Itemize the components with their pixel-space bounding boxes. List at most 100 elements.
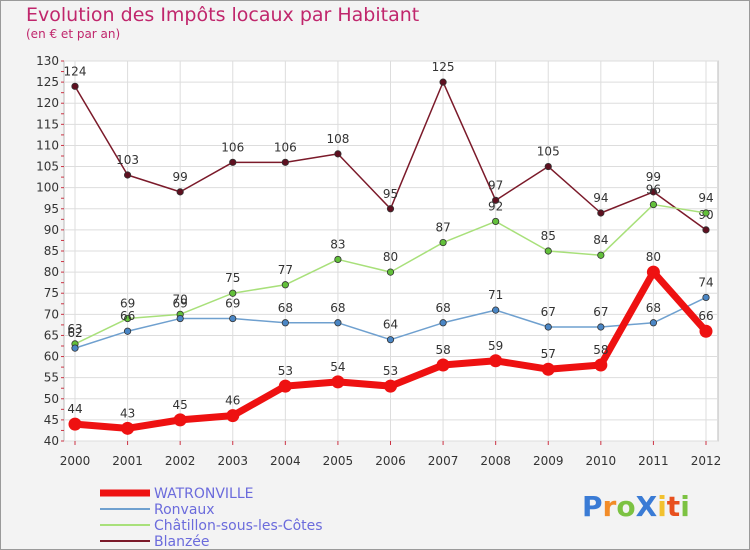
- x-tick-label: 2010: [586, 454, 617, 468]
- y-tick-label: 60: [44, 350, 59, 364]
- data-label: 53: [383, 364, 398, 378]
- data-point: [702, 293, 710, 302]
- y-tick-label: 55: [44, 371, 59, 385]
- data-label: 99: [646, 170, 661, 184]
- data-point: [544, 247, 552, 255]
- data-label: 62: [67, 326, 82, 340]
- x-tick-label: 2009: [533, 454, 564, 468]
- data-label: 44: [67, 402, 82, 416]
- data-point: [334, 319, 342, 327]
- y-tick-label: 75: [44, 286, 59, 300]
- data-label: 125: [432, 60, 455, 74]
- legend: WATRONVILLERonvauxChâtillon-sous-les-Côt…: [100, 486, 323, 550]
- data-point: [173, 413, 187, 427]
- data-label: 96: [646, 183, 661, 197]
- data-label: 64: [383, 318, 398, 332]
- data-label: 108: [326, 132, 349, 146]
- data-point: [176, 188, 184, 196]
- data-point: [541, 362, 555, 376]
- x-tick-label: 2001: [112, 454, 143, 468]
- data-point: [334, 150, 342, 158]
- data-point: [123, 171, 132, 179]
- series-group: 1241039910610610895125971059499906369707…: [64, 60, 714, 435]
- data-label: 71: [488, 288, 503, 302]
- data-label: 68: [330, 301, 345, 315]
- logo-letter: o: [616, 490, 635, 523]
- data-point: [71, 82, 79, 90]
- data-label: 94: [698, 191, 713, 205]
- x-tick-label: 2008: [480, 454, 511, 468]
- data-label: 94: [593, 191, 608, 205]
- data-label: 54: [330, 360, 345, 374]
- data-label: 45: [173, 398, 188, 412]
- x-tick-label: 2011: [638, 454, 669, 468]
- data-label: 99: [173, 170, 188, 184]
- data-point: [436, 358, 450, 372]
- data-label: 58: [435, 343, 450, 357]
- data-label: 80: [646, 250, 661, 264]
- data-label: 85: [541, 229, 556, 243]
- logo-letter: i: [680, 490, 690, 523]
- data-point: [702, 226, 710, 234]
- data-point: [229, 314, 237, 323]
- data-label: 77: [278, 263, 293, 277]
- x-tick-label: 2005: [323, 454, 354, 468]
- proxiti-logo: ProXiti: [582, 490, 690, 523]
- data-point: [597, 209, 605, 217]
- data-point: [439, 238, 447, 247]
- data-point: [439, 319, 447, 327]
- x-tick-label: 2006: [375, 454, 406, 468]
- data-label: 124: [64, 64, 87, 78]
- y-tick-label: 130: [36, 54, 59, 68]
- data-label: 105: [537, 145, 560, 159]
- y-tick-label: 110: [36, 138, 59, 152]
- y-axis: 40 45 50 55 60 65 70 75 80 85 90 95 100 105 110 115 120 1…: [36, 54, 64, 448]
- y-tick-label: 120: [36, 96, 59, 110]
- data-point: [229, 289, 237, 297]
- data-point: [278, 379, 292, 393]
- data-label: 59: [488, 339, 503, 353]
- data-label: 58: [593, 343, 608, 357]
- data-label: 67: [593, 305, 608, 319]
- data-label: 43: [120, 406, 135, 420]
- x-tick-label: 2012: [691, 454, 722, 468]
- y-tick-label: 100: [36, 181, 59, 195]
- data-label: 106: [221, 140, 244, 154]
- data-label: 67: [541, 305, 556, 319]
- data-point: [544, 323, 552, 331]
- data-label: 87: [435, 221, 450, 235]
- data-point: [649, 188, 658, 196]
- data-label: 70: [173, 292, 188, 306]
- data-point: [68, 417, 82, 431]
- legend-label: Châtillon-sous-les-Côtes: [154, 518, 323, 534]
- data-label: 74: [698, 275, 713, 289]
- series-blanz-e: 124103991061061089512597105949990: [64, 60, 714, 234]
- data-point: [384, 379, 397, 393]
- data-label: 69: [225, 297, 240, 311]
- y-tick-label: 50: [44, 392, 59, 406]
- data-label: 97: [488, 178, 503, 192]
- logo-text: ProXiti: [582, 490, 690, 523]
- data-label: 83: [330, 237, 345, 251]
- legend-label: Blanzée: [154, 534, 210, 550]
- logo-letter: r: [603, 490, 617, 523]
- data-point: [281, 319, 289, 327]
- y-tick-label: 65: [44, 328, 59, 342]
- data-point: [386, 268, 395, 276]
- data-point: [121, 421, 135, 435]
- x-tick-label: 2004: [270, 454, 301, 468]
- y-tick-label: 80: [44, 265, 59, 279]
- chart-title: Evolution des Impôts locaux par Habitant: [26, 4, 420, 26]
- data-point: [544, 162, 552, 171]
- data-point: [492, 196, 500, 204]
- y-tick-label: 95: [44, 202, 59, 216]
- y-tick-label: 70: [44, 307, 59, 321]
- data-label: 66: [120, 309, 135, 323]
- data-label: 69: [173, 297, 188, 311]
- data-label: 66: [698, 309, 713, 323]
- y-tick-label: 115: [36, 117, 59, 131]
- data-point: [226, 409, 240, 423]
- data-label: 63: [67, 322, 82, 336]
